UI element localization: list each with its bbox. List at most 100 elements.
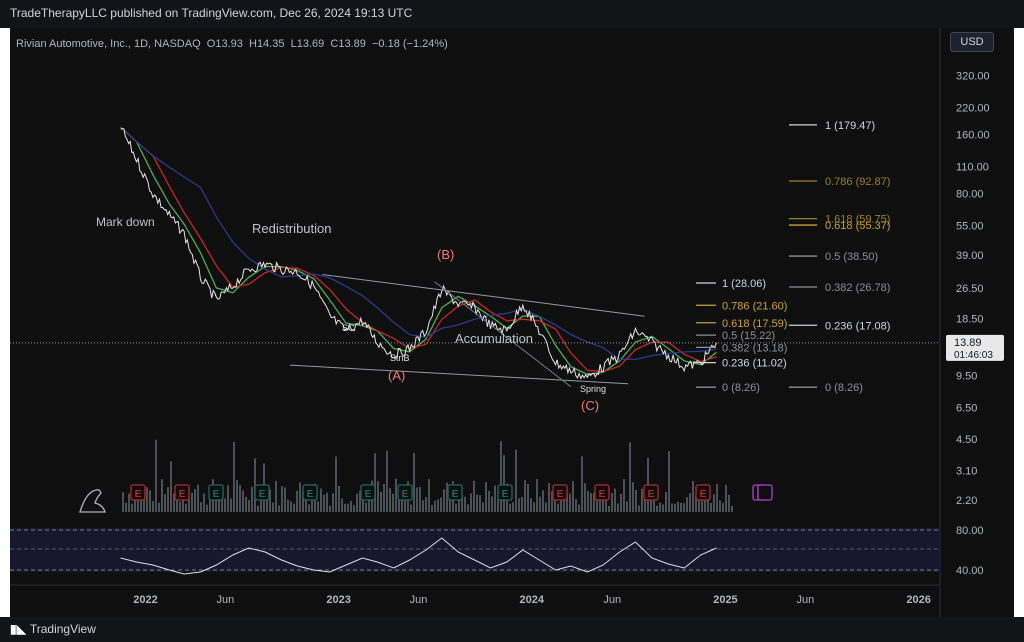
earnings-marker bbox=[302, 484, 318, 501]
volume-bar bbox=[251, 486, 253, 512]
ma-blue-line bbox=[120, 126, 717, 361]
volume-bar bbox=[707, 493, 709, 512]
currency-button[interactable]: USD bbox=[950, 32, 994, 52]
fib-right-label: 0.5 (38.50) bbox=[825, 251, 878, 263]
volume-bar bbox=[482, 502, 484, 512]
volume-bar bbox=[497, 499, 499, 512]
volume-bar bbox=[587, 490, 589, 512]
time-axis-label: Jun bbox=[410, 594, 428, 606]
volume-bar bbox=[392, 493, 394, 512]
volume-bar bbox=[668, 451, 670, 512]
volume-bar bbox=[374, 453, 376, 512]
time-axis-label: 2025 bbox=[713, 594, 737, 606]
brand-text: TradingView bbox=[29, 622, 96, 636]
volume-bar bbox=[284, 487, 286, 512]
volume-bar bbox=[518, 498, 520, 512]
volume-bar bbox=[281, 486, 283, 512]
high-value: 14.35 bbox=[256, 38, 285, 50]
volume-bar bbox=[128, 493, 130, 512]
earnings-marker bbox=[643, 484, 659, 501]
volume-bar bbox=[575, 499, 577, 512]
volume-bar bbox=[170, 461, 172, 512]
volume-bar bbox=[533, 502, 535, 512]
volume-bar bbox=[365, 502, 367, 512]
chart-panel[interactable]: 320.00 220.00 160.00 110.00 80.00 55.00 39.00 2… bbox=[10, 28, 1014, 617]
volume-bar bbox=[539, 496, 541, 512]
volume-bar bbox=[698, 492, 700, 512]
annotation-b: (B) bbox=[437, 247, 454, 262]
chart-svg[interactable]: 320.00 220.00 160.00 110.00 80.00 55.00 39.00 2… bbox=[10, 28, 1014, 617]
annotation-a: (A) bbox=[388, 368, 405, 383]
volume-bar bbox=[437, 499, 439, 512]
volume-bar bbox=[605, 492, 607, 512]
footer-bar: ▮◣ TradingView bbox=[0, 617, 1024, 642]
earnings-marker bbox=[497, 484, 513, 501]
volume-bar bbox=[287, 499, 289, 512]
volume-bar bbox=[578, 504, 580, 512]
fib-right-label: 0 (8.26) bbox=[825, 382, 863, 394]
volume-bar bbox=[680, 502, 682, 512]
volume-bar bbox=[650, 489, 652, 512]
rsi-axis-label: 80.00 bbox=[956, 525, 984, 537]
volume-bar bbox=[182, 496, 184, 512]
volume-bar bbox=[545, 502, 547, 512]
volume-bar bbox=[461, 494, 463, 512]
price-axis-label: 18.50 bbox=[956, 313, 984, 325]
volume-bar bbox=[335, 456, 337, 512]
volume-bar bbox=[425, 497, 427, 512]
volume-bar bbox=[203, 493, 205, 512]
volume-bar bbox=[227, 485, 229, 512]
rsi-axis-label: 40.00 bbox=[956, 565, 984, 577]
volume-bar bbox=[221, 493, 223, 512]
earnings-marker-label: E bbox=[213, 489, 220, 500]
volume-bar bbox=[722, 503, 724, 512]
volume-bar bbox=[602, 489, 604, 512]
volume-bar bbox=[641, 488, 643, 512]
volume-bar bbox=[695, 495, 697, 512]
price-axis-label: 3.10 bbox=[956, 466, 977, 478]
volume-bar bbox=[473, 480, 475, 512]
volume-bar bbox=[683, 503, 685, 512]
volume-bar bbox=[635, 490, 637, 512]
volume-bar bbox=[584, 483, 586, 512]
earnings-marker bbox=[695, 484, 711, 501]
volume-bar bbox=[470, 493, 472, 512]
volume-bar bbox=[413, 452, 415, 512]
volume-bar bbox=[692, 481, 694, 512]
volume-bar bbox=[566, 493, 568, 512]
volume-bar bbox=[236, 480, 238, 512]
volume-bar bbox=[467, 504, 469, 512]
volume-bar bbox=[449, 496, 451, 512]
volume-bar bbox=[230, 498, 232, 512]
high-label: H bbox=[248, 38, 257, 50]
volume-bar bbox=[536, 479, 538, 512]
volume-bar bbox=[383, 483, 385, 512]
time-axis-label: 2026 bbox=[906, 594, 930, 606]
annotation-sc: SC bbox=[342, 323, 355, 333]
volume-bar bbox=[179, 501, 181, 512]
volume-bar bbox=[446, 482, 448, 512]
ma-red-line bbox=[120, 126, 717, 373]
volume-bar bbox=[431, 505, 433, 512]
price-axis-label: 220.00 bbox=[956, 103, 990, 115]
volume-bar bbox=[311, 499, 313, 512]
volume-bar bbox=[290, 501, 292, 512]
volume-bar bbox=[596, 499, 598, 512]
publish-info: TradeTherapyLLC published on TradingView… bbox=[10, 6, 413, 20]
price-axis-label: 110.00 bbox=[956, 162, 989, 174]
volume-bar bbox=[671, 503, 673, 512]
volume-bar bbox=[176, 490, 178, 512]
volume-bar bbox=[686, 497, 688, 512]
price-axis-label: 39.00 bbox=[956, 250, 984, 262]
volume-bar bbox=[224, 498, 226, 512]
price-axis-label: 160.00 bbox=[956, 130, 990, 142]
volume-bar bbox=[272, 502, 274, 512]
low-label: L bbox=[290, 38, 297, 50]
volume-bar bbox=[380, 492, 382, 512]
volume-bar bbox=[164, 494, 166, 512]
time-axis-label: Jun bbox=[217, 594, 235, 606]
symbol-name: Rivian Automotive, Inc., 1D, NASDAQ bbox=[16, 38, 201, 50]
earnings-marker-label: E bbox=[700, 489, 707, 500]
volume-bar bbox=[713, 494, 715, 512]
volume-bar bbox=[611, 493, 613, 512]
